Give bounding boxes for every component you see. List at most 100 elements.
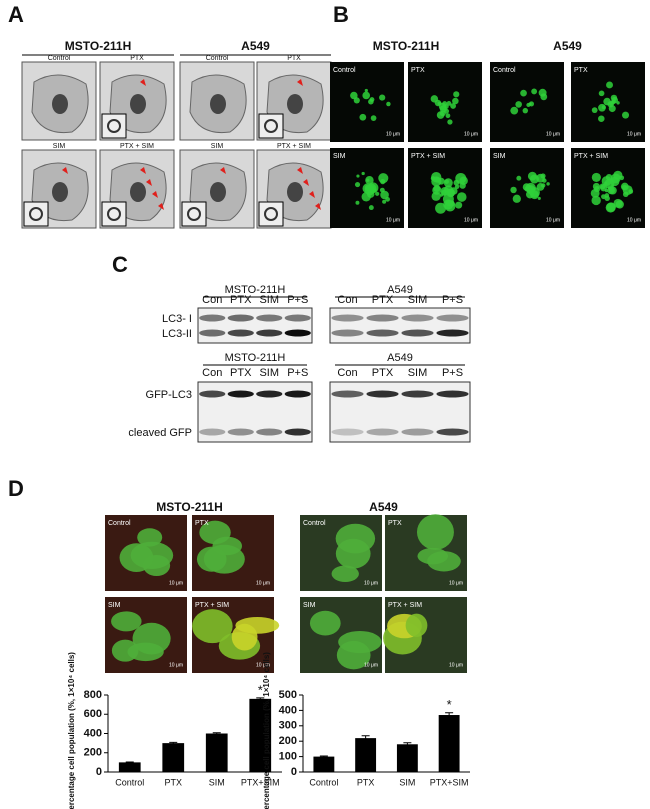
puncta (610, 173, 621, 184)
scale-bar-label: 10 μm (449, 580, 463, 586)
error-bar (319, 755, 328, 758)
condition-label: PTX (287, 55, 301, 62)
panel-label: D (8, 476, 24, 501)
annotation: * (258, 682, 263, 697)
condition-label: Control (108, 520, 131, 527)
cell (309, 610, 341, 636)
cell (111, 611, 142, 632)
scale-bar-label: 10 μm (627, 217, 641, 223)
condition-label: SIM (211, 143, 224, 150)
cell-line-header: A549 (241, 39, 270, 53)
scale-bar-label: 10 μm (386, 217, 400, 223)
lane-label: SIM (259, 367, 279, 379)
arrow (62, 167, 68, 174)
puncta (456, 192, 467, 202)
puncta (453, 179, 460, 186)
scale-bar-label: 10 μm (546, 217, 560, 223)
arrow (158, 203, 164, 210)
condition-label: PTX + SIM (277, 143, 311, 150)
puncta (611, 99, 616, 104)
inset (101, 201, 127, 227)
scale-bar-label: 10 μm (546, 131, 560, 137)
band (227, 314, 254, 322)
puncta (520, 89, 527, 97)
band (256, 314, 283, 322)
puncta (546, 182, 550, 186)
micrograph (330, 62, 404, 142)
y-tick-label: 200 (84, 747, 102, 759)
error-bar (169, 741, 178, 744)
bar (118, 762, 141, 772)
blot (197, 307, 313, 344)
puncta (447, 119, 453, 125)
condition-label: PTX + SIM (120, 143, 154, 150)
puncta (361, 171, 365, 176)
y-tick-label: 500 (279, 689, 297, 701)
puncta (379, 94, 386, 101)
cell-line-header: A549 (387, 284, 413, 296)
band (366, 390, 399, 398)
bar (162, 743, 185, 772)
band (331, 390, 364, 398)
puncta (452, 97, 459, 105)
arrow (220, 167, 226, 174)
x-tick-label: PTX+SIM (241, 777, 280, 787)
puncta (439, 193, 444, 197)
puncta (591, 195, 601, 206)
band-label: LC3-II (162, 328, 192, 340)
puncta (615, 200, 624, 209)
band (284, 329, 311, 337)
cell (417, 547, 449, 565)
bar (438, 715, 460, 772)
cell-line-header: MSTO-211H (373, 39, 439, 53)
nucleus (287, 94, 303, 114)
band (436, 428, 469, 436)
puncta (442, 101, 448, 107)
band (227, 428, 254, 436)
cell (331, 565, 359, 583)
bar (249, 698, 272, 772)
inset (23, 201, 49, 227)
puncta (601, 105, 606, 110)
puncta (536, 183, 545, 191)
condition-label: Control (333, 67, 356, 74)
scale-bar-label: 10 μm (256, 662, 270, 668)
scale-bar-label: 10 μm (364, 580, 378, 586)
y-tick-label: 600 (84, 708, 102, 720)
puncta (524, 186, 531, 192)
band (284, 390, 311, 398)
puncta (431, 191, 441, 201)
arrow (152, 191, 158, 198)
puncta (527, 171, 537, 181)
cell-line-header: A549 (369, 500, 398, 514)
band (401, 329, 434, 337)
lane-label: SIM (259, 294, 279, 306)
nucleus (52, 94, 68, 114)
puncta (591, 172, 601, 182)
arrow (140, 167, 146, 174)
nucleus (52, 182, 68, 202)
error-bar (125, 761, 134, 763)
band (331, 428, 364, 436)
bar (355, 738, 377, 772)
panel-label: B (333, 2, 349, 27)
puncta (516, 175, 522, 181)
error-bar (445, 712, 454, 718)
puncta (439, 110, 446, 117)
band (199, 428, 226, 436)
cell (196, 546, 227, 572)
y-axis-label: Percentage cell population (%, 1×10⁴ cel… (67, 652, 76, 809)
puncta (368, 205, 374, 211)
puncta (605, 202, 616, 213)
puncta (454, 184, 460, 189)
puncta (522, 107, 529, 114)
lane-label: PTX (372, 367, 394, 379)
x-tick-label: PTX+SIM (430, 777, 469, 787)
puncta (364, 88, 368, 93)
inset-vacuole (107, 119, 121, 133)
condition-label: PTX (130, 55, 144, 62)
puncta (526, 102, 531, 108)
cell-line-header: MSTO-211H (225, 352, 286, 364)
band-label: GFP-LC3 (146, 389, 192, 401)
